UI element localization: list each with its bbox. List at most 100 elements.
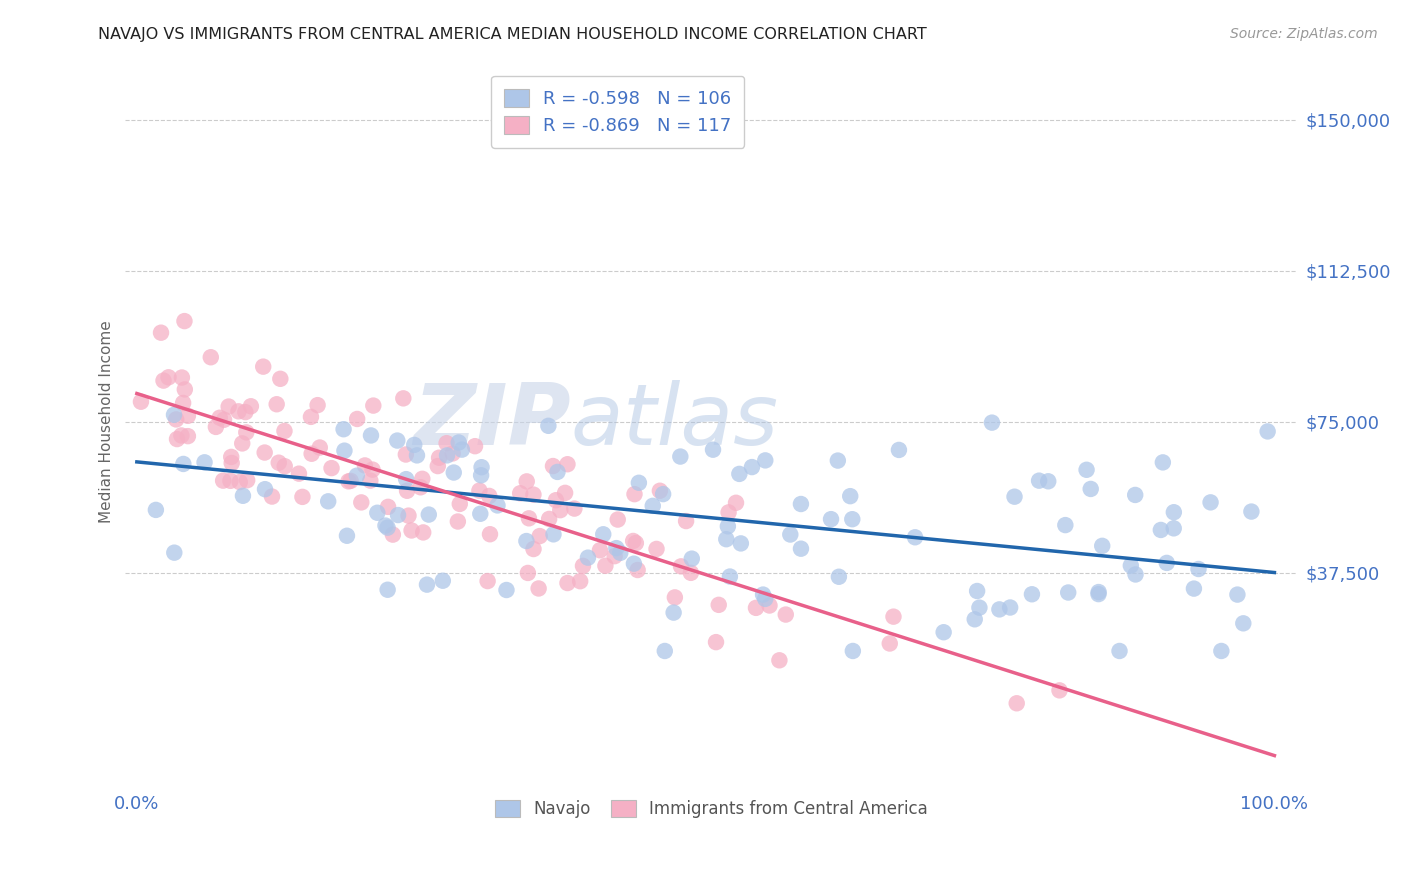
Point xyxy=(486,499,509,513)
Point xyxy=(172,457,194,471)
Point xyxy=(569,574,592,589)
Point xyxy=(451,442,474,457)
Point xyxy=(163,546,186,560)
Point xyxy=(231,436,253,450)
Point xyxy=(529,529,551,543)
Point xyxy=(426,459,449,474)
Text: atlas: atlas xyxy=(571,380,779,463)
Point xyxy=(704,635,727,649)
Point xyxy=(288,467,311,481)
Point xyxy=(779,527,801,541)
Point xyxy=(346,412,368,426)
Point xyxy=(820,512,842,526)
Point xyxy=(235,405,257,419)
Point xyxy=(166,432,188,446)
Point xyxy=(1187,562,1209,576)
Point xyxy=(177,409,200,423)
Point xyxy=(406,449,429,463)
Point xyxy=(170,428,193,442)
Point xyxy=(1038,475,1060,489)
Point xyxy=(758,599,780,613)
Point xyxy=(478,489,501,503)
Point xyxy=(879,636,901,650)
Point xyxy=(1057,585,1080,599)
Point xyxy=(716,532,738,546)
Point xyxy=(212,474,235,488)
Point xyxy=(464,439,486,453)
Point xyxy=(150,326,173,340)
Point xyxy=(299,409,322,424)
Point xyxy=(436,449,458,463)
Point xyxy=(267,456,290,470)
Point xyxy=(395,448,418,462)
Point xyxy=(988,602,1011,616)
Point xyxy=(998,600,1021,615)
Y-axis label: Median Household Income: Median Household Income xyxy=(100,320,114,523)
Point xyxy=(603,549,626,563)
Point xyxy=(557,457,579,471)
Point xyxy=(546,465,568,479)
Point xyxy=(471,460,494,475)
Point xyxy=(193,455,215,469)
Point xyxy=(470,468,492,483)
Point xyxy=(592,527,614,541)
Point xyxy=(219,450,242,464)
Point xyxy=(416,577,439,591)
Point xyxy=(381,527,404,541)
Point xyxy=(418,508,440,522)
Point xyxy=(527,582,550,596)
Point xyxy=(432,574,454,588)
Point xyxy=(1152,455,1174,469)
Point xyxy=(273,424,295,438)
Point xyxy=(1076,463,1098,477)
Point xyxy=(627,563,650,577)
Point xyxy=(1054,518,1077,533)
Text: Source: ZipAtlas.com: Source: ZipAtlas.com xyxy=(1230,27,1378,41)
Point xyxy=(839,489,862,503)
Point xyxy=(1163,505,1185,519)
Point xyxy=(363,399,385,413)
Point xyxy=(754,453,776,467)
Point xyxy=(253,445,276,459)
Point xyxy=(269,372,291,386)
Point xyxy=(609,546,631,560)
Point xyxy=(360,428,382,442)
Point xyxy=(605,541,627,555)
Point xyxy=(621,533,644,548)
Point xyxy=(152,374,174,388)
Point xyxy=(564,501,586,516)
Point xyxy=(662,606,685,620)
Point xyxy=(790,497,813,511)
Point xyxy=(316,494,339,508)
Point xyxy=(339,474,361,488)
Point xyxy=(354,458,377,473)
Point xyxy=(308,441,330,455)
Point xyxy=(377,500,399,514)
Point xyxy=(679,566,702,580)
Point xyxy=(165,412,187,426)
Point xyxy=(932,625,955,640)
Point xyxy=(790,541,813,556)
Point xyxy=(398,508,420,523)
Point xyxy=(1240,505,1263,519)
Point xyxy=(1119,558,1142,573)
Point xyxy=(427,450,450,465)
Point xyxy=(707,598,730,612)
Point xyxy=(468,483,491,498)
Point xyxy=(221,456,243,470)
Point xyxy=(447,435,470,450)
Point xyxy=(1028,474,1050,488)
Point xyxy=(274,459,297,474)
Point xyxy=(1125,567,1147,582)
Point xyxy=(572,558,595,573)
Point xyxy=(321,461,343,475)
Point xyxy=(724,496,747,510)
Point xyxy=(669,450,692,464)
Point xyxy=(730,536,752,550)
Point xyxy=(479,527,502,541)
Point xyxy=(841,512,863,526)
Point xyxy=(538,512,561,526)
Point xyxy=(509,486,531,500)
Point xyxy=(1182,582,1205,596)
Point xyxy=(652,487,675,501)
